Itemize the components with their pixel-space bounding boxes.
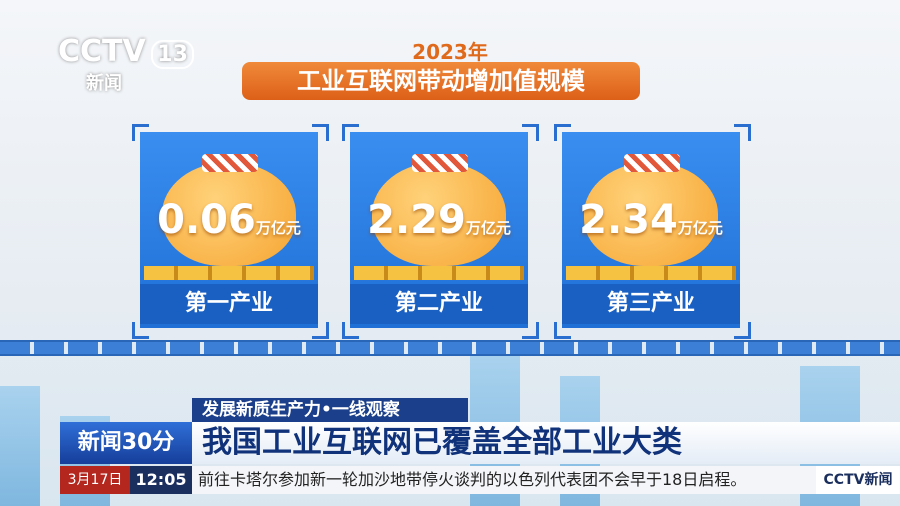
card: 2.29万亿元第二产业 <box>342 124 539 339</box>
tag: 发展新质生产力•一线观察 <box>192 398 468 422</box>
money-bag <box>372 162 506 266</box>
corner-bracket <box>342 322 359 339</box>
time: 12:05 <box>130 466 192 494</box>
value-number: 0.06 <box>157 197 256 243</box>
corner-bracket <box>132 322 149 339</box>
corner-bracket <box>522 322 539 339</box>
card-label: 第一产业 <box>140 284 318 324</box>
logo-sub: 新闻 <box>86 73 122 94</box>
corner-bracket <box>734 322 751 339</box>
money-bag <box>584 162 718 266</box>
logo-channel: CCTV <box>58 34 146 69</box>
corner-bracket <box>554 322 571 339</box>
year: 2023年 <box>412 40 488 64</box>
value-number: 2.29 <box>367 197 466 243</box>
brand: CCTV新闻 <box>816 466 900 494</box>
card-value: 2.34万亿元 <box>572 198 730 250</box>
date: 3月17日 <box>60 466 130 494</box>
card-value: 2.29万亿元 <box>360 198 518 250</box>
rail <box>0 340 900 356</box>
money-bag <box>162 162 296 266</box>
corner-bracket <box>312 322 329 339</box>
logo: CCTV 13 新闻 <box>58 34 194 95</box>
coins <box>354 266 524 280</box>
logo-number: 13 <box>151 40 194 69</box>
card-label: 第二产业 <box>350 284 528 324</box>
corner-bracket <box>734 124 751 141</box>
card-value: 0.06万亿元 <box>150 198 308 250</box>
card: 0.06万亿元第一产业 <box>132 124 329 339</box>
headline: 我国工业互联网已覆盖全部工业大类 <box>192 422 900 464</box>
coins <box>566 266 736 280</box>
card-label: 第三产业 <box>562 284 740 324</box>
program: 新闻30分 <box>60 422 192 464</box>
bag-ribbon <box>412 154 468 172</box>
ticker-text: 前往卡塔尔参加新一轮加沙地带停火谈判的以色列代表团不会早于18日启程。 <box>192 466 816 494</box>
value-unit: 万亿元 <box>677 219 723 237</box>
coins <box>144 266 314 280</box>
corner-bracket <box>342 124 359 141</box>
value-number: 2.34 <box>579 197 678 243</box>
value-unit: 万亿元 <box>255 219 301 237</box>
corner-bracket <box>312 124 329 141</box>
corner-bracket <box>132 124 149 141</box>
value-unit: 万亿元 <box>465 219 511 237</box>
card: 2.34万亿元第三产业 <box>554 124 751 339</box>
bag-ribbon <box>624 154 680 172</box>
corner-bracket <box>554 124 571 141</box>
building <box>0 386 40 506</box>
bag-ribbon <box>202 154 258 172</box>
info-title: 工业互联网带动增加值规模 <box>242 62 640 100</box>
corner-bracket <box>522 124 539 141</box>
